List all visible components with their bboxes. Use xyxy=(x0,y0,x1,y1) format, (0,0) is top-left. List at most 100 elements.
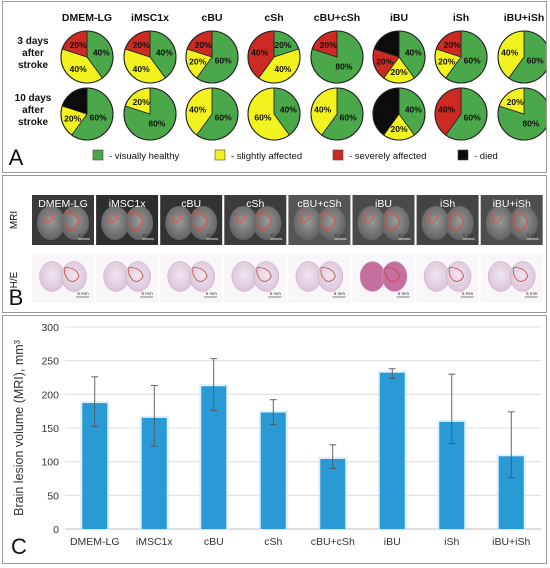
brain-hemisphere xyxy=(357,206,386,240)
pie-outline xyxy=(247,87,301,141)
pie: 40% 60% xyxy=(247,87,301,141)
slice-label: 60% xyxy=(215,56,232,66)
pie-outline xyxy=(185,30,239,84)
brain-hemisphere xyxy=(37,206,65,240)
lesion-outline xyxy=(512,267,529,282)
slice-label: 20% xyxy=(70,40,87,50)
brain-section xyxy=(487,261,514,292)
brain-section xyxy=(231,261,258,292)
lesion-outline xyxy=(448,267,465,282)
he-image: 5 mm xyxy=(416,254,479,303)
brain-section xyxy=(167,261,193,292)
slice-label: 40% xyxy=(501,47,518,57)
brain-section xyxy=(381,261,408,292)
lesion-outline xyxy=(128,267,144,282)
brain-hemisphere xyxy=(101,206,130,240)
slice-label: 20% xyxy=(274,40,291,50)
group-label: iSh xyxy=(440,198,455,210)
group-label: iBU xyxy=(375,198,392,210)
he-image: 5 mm xyxy=(96,254,159,303)
pie: 40% 40% 20% xyxy=(123,30,177,84)
slice-label: 40% xyxy=(93,47,110,57)
slice-label: 40% xyxy=(438,104,455,114)
pie-outline xyxy=(310,87,364,141)
brain-section xyxy=(125,261,151,292)
x-tick-label: iSh xyxy=(444,536,459,548)
pie-outline xyxy=(497,87,550,141)
brain-hemisphere xyxy=(189,206,218,240)
slice-label: 20% xyxy=(507,97,524,107)
group-label: iBU+iSh xyxy=(493,198,531,210)
brain-section xyxy=(39,261,65,292)
he-image: 5 mm xyxy=(160,254,223,303)
group-label: cSh xyxy=(264,12,283,24)
slice-label: 20% xyxy=(390,124,407,134)
mri-image: 5 mm xyxy=(288,195,351,245)
group-label: cBU xyxy=(201,12,222,24)
pie-outline xyxy=(247,30,301,84)
scale-bar-label: 5 mm xyxy=(141,291,153,296)
panel-letter-c: C xyxy=(11,534,27,559)
group-label: DMEM-LG xyxy=(62,12,112,24)
pie: 60% 40% xyxy=(185,87,239,141)
legend-label: - severely affected xyxy=(349,151,426,162)
mri-image: 5 mm xyxy=(352,195,415,245)
legend-swatch xyxy=(214,149,226,161)
scale-bar-label: 5 mm xyxy=(270,291,282,296)
group-label: iMSC1x xyxy=(109,198,147,210)
scale-bar-label: 5 mm xyxy=(335,233,347,238)
slice-label: 40% xyxy=(156,47,173,57)
lesion-outline xyxy=(257,210,272,232)
legend-label: - visually healthy xyxy=(109,151,179,162)
brain-section xyxy=(103,261,129,292)
lesion-outline xyxy=(129,210,144,232)
lesion-outline xyxy=(363,213,374,224)
slice-label: 20% xyxy=(438,57,455,67)
y-tick-label: 100 xyxy=(41,457,59,469)
slice-label: 40% xyxy=(405,104,422,114)
mri-image: 5 mm xyxy=(96,195,159,245)
panel-a: DMEM-LG iMSC1x cBU cSh cBU+cSh iBU iSh iBU+iSh 3… xyxy=(2,1,550,173)
y-tick-label: 150 xyxy=(41,423,59,435)
group-label: iBU xyxy=(390,12,408,24)
he-image: 5 mm xyxy=(224,254,287,303)
slice-label: 40% xyxy=(376,104,393,114)
pie-outline xyxy=(497,30,550,84)
pie: 60% 40% xyxy=(497,30,550,84)
slice-label: 60% xyxy=(527,56,544,66)
pie-chart-panel: DMEM-LG iMSC1x cBU cSh cBU+cSh iBU iSh iBU+iSh 3… xyxy=(9,12,550,170)
he-image: 5 mm xyxy=(352,254,415,303)
slice-label: 80% xyxy=(148,118,165,128)
lesion-outline xyxy=(491,213,503,224)
pie: 40% 20% 40% xyxy=(372,87,426,141)
slice-label: 60% xyxy=(90,113,107,123)
mri-image: 5 mm xyxy=(224,195,287,245)
slice-label: 40% xyxy=(280,104,297,114)
scale-bar-label: 5 mm xyxy=(207,233,219,238)
pie-outline xyxy=(434,87,488,141)
slice-label: 20% xyxy=(390,67,407,77)
slice-label: 20% xyxy=(70,97,87,107)
imaging-panel: 5 mm DMEM-LG 5 mm 5 mm iMSC1x 5 mm 5 mm cBU 5 mm… xyxy=(9,195,543,310)
slice-label: 80% xyxy=(522,118,539,128)
mri-image: 5 mm xyxy=(480,195,543,245)
pie-outline xyxy=(123,30,177,84)
slice-label: 20% xyxy=(64,114,81,124)
pie: 40% 40% 20% xyxy=(60,30,114,84)
he-image: 5 mm xyxy=(480,254,543,303)
pie-outline xyxy=(123,87,177,141)
scale-bar-label: 5 mm xyxy=(399,233,411,238)
scale-bar-label: 5 mm xyxy=(527,233,539,238)
brain-hemisphere xyxy=(445,206,474,240)
panel-b: 5 mm DMEM-LG 5 mm 5 mm iMSC1x 5 mm 5 mm cBU 5 mm… xyxy=(2,175,547,313)
group-label: iMSC1x xyxy=(131,12,169,24)
pie: 40%20%20%20% xyxy=(372,30,426,84)
brain-hemisphere xyxy=(293,206,322,240)
lesion-outline xyxy=(427,213,438,224)
pie: 20% 40% 40% xyxy=(247,30,301,84)
scale-bar-label: 5 mm xyxy=(271,233,283,238)
he-image: 5 mm xyxy=(288,254,351,303)
pie: 80% 20% xyxy=(123,87,177,141)
group-label: cBU+cSh xyxy=(297,198,341,210)
lesion-outline xyxy=(64,210,80,232)
